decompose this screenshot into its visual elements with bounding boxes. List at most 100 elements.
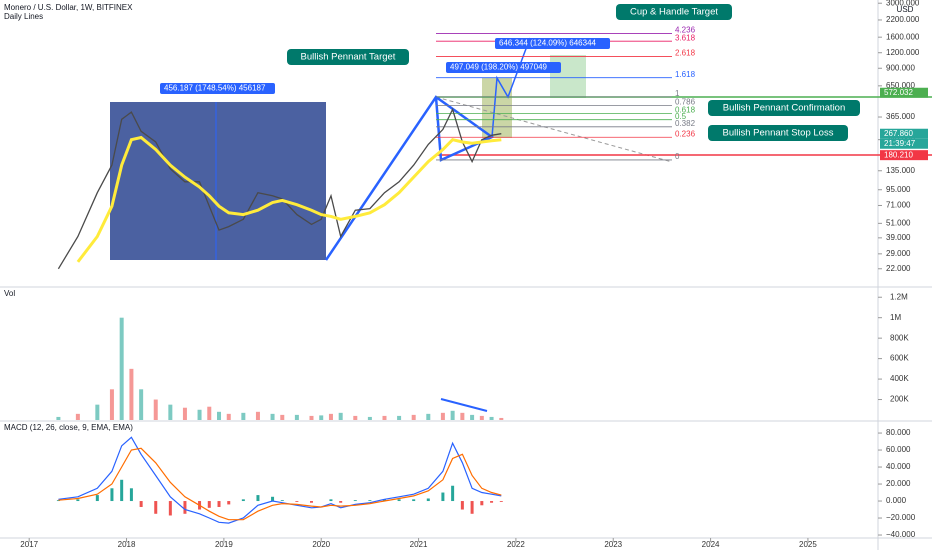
- price-label-bg: [880, 87, 928, 98]
- volume-bar: [294, 414, 299, 420]
- volume-bar: [460, 412, 465, 420]
- target-zone: [482, 78, 512, 138]
- volume-bar: [197, 409, 202, 420]
- volume-bar: [207, 406, 212, 420]
- macd-histogram-bar: [339, 501, 343, 503]
- macd-histogram-bar: [382, 499, 386, 502]
- y-tick-label: 29.000: [886, 249, 911, 258]
- x-tick-label: 2020: [312, 540, 330, 549]
- macd-histogram-bar: [309, 501, 313, 503]
- y-tick-label: 1.2M: [890, 292, 908, 301]
- macd-histogram-bar: [139, 501, 143, 507]
- y-tick-label: 51.000: [886, 218, 911, 227]
- volume-bar: [182, 407, 187, 420]
- macd-histogram-bar: [499, 501, 503, 502]
- y-tick-label: 20.000: [886, 479, 911, 488]
- y-tick-label: 650.000: [886, 81, 915, 90]
- measure-label-bg: [446, 62, 561, 73]
- fib-label: 0.382: [675, 119, 696, 128]
- macd-histogram-bar: [280, 500, 284, 502]
- fib-label: 0.236: [675, 129, 696, 138]
- fib-label: 3.618: [675, 33, 696, 42]
- y-tick-label: 2200.000: [886, 15, 920, 24]
- y-tick-label: 3000.000: [886, 0, 920, 7]
- price-label: 572.032: [884, 88, 913, 97]
- axes: 3000.000 2200.000 1600.000 1200.000 900.000 6…: [20, 0, 928, 549]
- macd-label: MACD (12, 26, close, 9, EMA, EMA): [4, 423, 133, 432]
- y-tick-label: 800K: [890, 333, 909, 342]
- callout-bg: [708, 100, 860, 116]
- y-tick-label: 80.000: [886, 428, 911, 437]
- fib-label: 0.5: [675, 112, 687, 121]
- macd-histogram-bar: [441, 492, 445, 502]
- volume-bar: [153, 399, 158, 420]
- macd-histogram-bar: [256, 495, 260, 502]
- y-tick-label: 1600.000: [886, 32, 920, 41]
- y-tick-label: 900.000: [886, 63, 915, 72]
- y-tick-label: 71.000: [886, 201, 911, 210]
- macd-histogram-bar: [329, 499, 333, 502]
- fib-label: 0: [675, 152, 680, 161]
- measure-label-bg: [495, 38, 610, 49]
- fib-label: 0.618: [675, 105, 696, 114]
- x-tick-label: 2022: [507, 540, 525, 549]
- volume-bar: [328, 413, 333, 420]
- volume-bar: [109, 389, 114, 420]
- price-label-bg: [880, 150, 928, 161]
- x-tick-label: 2017: [20, 540, 38, 549]
- y-tick-label: 22.000: [886, 264, 911, 273]
- divergence-line: [440, 398, 488, 412]
- macd-histogram-bar: [397, 499, 401, 502]
- macd-histogram-bar: [120, 479, 124, 502]
- macd-histogram-bar: [353, 500, 357, 502]
- macd-histogram-bar: [368, 500, 372, 502]
- volume-bar: [129, 368, 134, 420]
- volume-bar: [75, 413, 80, 420]
- volume-bar: [95, 404, 100, 420]
- y-tick-label: 365.000: [886, 112, 915, 121]
- y-tick-label: 400K: [890, 374, 909, 383]
- countdown-bg: [880, 138, 928, 149]
- volume-bar: [280, 414, 285, 420]
- volume-bar: [226, 413, 231, 420]
- macd-histogram-bar: [217, 501, 221, 507]
- x-tick-label: 2023: [604, 540, 622, 549]
- y-tick-label: 95.000: [886, 185, 911, 194]
- callout-bg: [616, 4, 732, 20]
- y-tick-label: 40.000: [886, 462, 911, 471]
- fib-label: 0.786: [675, 98, 696, 107]
- macd-histogram-bar: [95, 495, 99, 502]
- macd-histogram-bar: [295, 501, 299, 502]
- volume-bar: [499, 417, 504, 420]
- price-label: 180.210: [884, 150, 913, 159]
- volume-bar: [255, 411, 260, 420]
- y-tick-label: 200K: [890, 395, 909, 404]
- macd-histogram-bar: [412, 499, 416, 502]
- volume-bar: [397, 415, 402, 420]
- callout: Bullish Pennant Stop Loss: [723, 128, 834, 139]
- y-tick-label: 600K: [890, 354, 909, 363]
- annotations: 456.187 (1748.54%) 456187 497.049 (198.20…: [160, 4, 860, 141]
- volume-bar: [450, 410, 455, 420]
- macd-histogram-bar: [154, 501, 158, 514]
- macd-histogram-bar: [470, 501, 474, 514]
- macd-histogram-bar: [490, 501, 494, 503]
- volume-bar: [241, 412, 246, 420]
- callout: Bullish Pennant Target: [301, 52, 396, 63]
- volume-bar: [56, 416, 61, 420]
- macd-histogram-bar: [227, 501, 231, 505]
- volume-bar: [440, 412, 445, 420]
- volume-bar: [382, 415, 387, 420]
- macd-histogram-bar: [110, 488, 114, 502]
- volume-label: Vol: [4, 289, 15, 298]
- target-zone: [550, 55, 586, 98]
- callout: Bullish Pennant Confirmation: [723, 103, 846, 114]
- macd-histogram-bar: [168, 501, 172, 516]
- volume-bar: [119, 317, 124, 420]
- macd-histogram-bar: [129, 488, 133, 502]
- x-tick-label: 2019: [215, 540, 233, 549]
- measure-label: 456.187 (1748.54%) 456187: [164, 84, 266, 93]
- y-tick-label: 1200.000: [886, 48, 920, 57]
- trend-line: [435, 96, 673, 163]
